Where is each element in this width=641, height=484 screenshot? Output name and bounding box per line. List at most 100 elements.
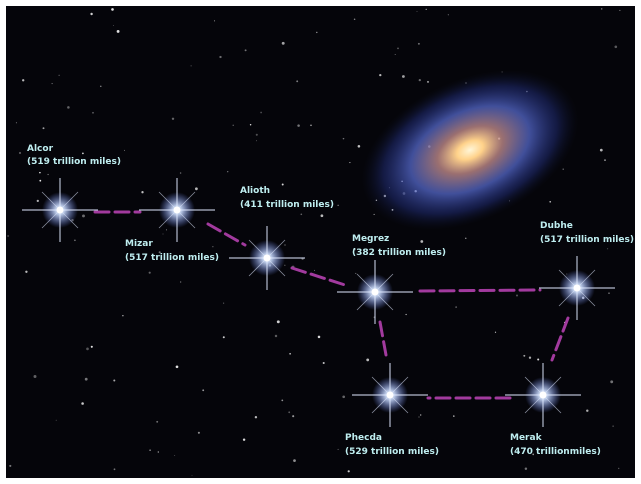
background-star — [245, 49, 247, 51]
background-star — [420, 240, 423, 243]
background-star — [293, 459, 296, 462]
star-name: Dubhe — [540, 221, 573, 231]
star-core — [540, 392, 547, 399]
background-star — [465, 238, 466, 239]
star-name: Alcor — [27, 144, 54, 154]
background-star — [180, 172, 182, 174]
background-star — [342, 395, 345, 398]
background-star — [402, 75, 405, 78]
background-star — [39, 180, 41, 182]
background-star — [529, 357, 531, 359]
background-star — [601, 8, 603, 10]
background-star — [405, 314, 406, 315]
star-name: Mizar — [125, 239, 153, 249]
background-star — [85, 378, 88, 381]
background-star — [114, 468, 116, 470]
background-star — [67, 106, 70, 109]
background-star — [166, 229, 167, 230]
background-star — [619, 10, 620, 11]
star-core — [387, 392, 394, 399]
background-star — [37, 200, 39, 202]
background-star — [43, 127, 45, 129]
background-star — [338, 205, 339, 206]
background-star — [608, 292, 610, 294]
background-star — [366, 359, 369, 362]
background-star — [156, 421, 158, 423]
background-star — [198, 432, 200, 434]
star-distance: (517 trillion miles) — [125, 253, 219, 263]
background-star — [314, 270, 315, 271]
star-core — [57, 207, 64, 214]
background-star — [297, 124, 300, 127]
background-star — [349, 162, 350, 163]
background-star — [223, 303, 224, 304]
background-star — [563, 169, 564, 170]
background-star — [212, 246, 213, 247]
star-name: Merak — [510, 433, 543, 443]
background-star — [296, 80, 298, 82]
background-star — [81, 402, 84, 405]
background-star — [256, 140, 257, 141]
background-star — [172, 118, 174, 120]
star-distance: (529 trillion miles) — [345, 447, 439, 457]
background-star — [124, 150, 125, 151]
background-star — [74, 239, 76, 241]
background-star — [111, 8, 114, 11]
background-star — [277, 320, 280, 323]
background-star — [612, 425, 613, 426]
background-star — [310, 124, 312, 126]
background-star — [610, 380, 613, 383]
star-distance: (382 trillion miles) — [352, 248, 446, 258]
background-star — [586, 409, 588, 411]
background-star — [453, 415, 455, 417]
background-star — [7, 235, 9, 237]
background-star — [219, 56, 221, 58]
background-star — [176, 365, 179, 368]
background-star — [300, 213, 302, 215]
background-star — [227, 171, 228, 172]
background-star — [455, 306, 456, 307]
background-star — [288, 411, 290, 413]
page: {"nodes": [ {"name": "Alcor", "distance"… — [0, 0, 641, 484]
background-star — [163, 234, 164, 235]
background-star — [256, 134, 258, 136]
background-star — [275, 335, 277, 337]
background-star — [191, 65, 192, 66]
background-star — [202, 389, 204, 391]
background-star — [348, 470, 350, 472]
background-star — [122, 315, 123, 316]
background-star — [427, 81, 429, 83]
background-star — [417, 11, 418, 12]
background-star — [82, 214, 85, 217]
background-star — [223, 336, 225, 338]
background-star — [113, 379, 115, 381]
background-star — [59, 75, 60, 76]
background-star — [600, 149, 603, 152]
background-star — [537, 358, 539, 360]
background-star — [86, 348, 89, 351]
background-star — [281, 400, 283, 402]
background-star — [56, 420, 57, 421]
background-star — [614, 45, 617, 48]
background-star — [174, 455, 175, 456]
background-star — [318, 336, 321, 339]
background-star — [607, 248, 608, 249]
background-star — [354, 19, 356, 21]
background-star — [448, 14, 449, 15]
background-star — [180, 281, 181, 282]
background-star — [255, 416, 257, 418]
background-star — [604, 159, 606, 161]
background-star — [321, 214, 324, 217]
background-star — [214, 20, 215, 21]
background-star — [90, 13, 92, 15]
background-star — [47, 174, 48, 175]
star-core — [574, 285, 581, 292]
background-star — [22, 79, 24, 81]
background-star — [525, 467, 527, 469]
background-star — [284, 265, 285, 266]
background-star — [149, 272, 151, 274]
background-star — [355, 273, 356, 274]
star-distance: (517 trillion miles) — [540, 235, 634, 245]
star-name: Megrez — [352, 234, 389, 244]
star-distance: (470 trillionmiles) — [510, 447, 601, 457]
